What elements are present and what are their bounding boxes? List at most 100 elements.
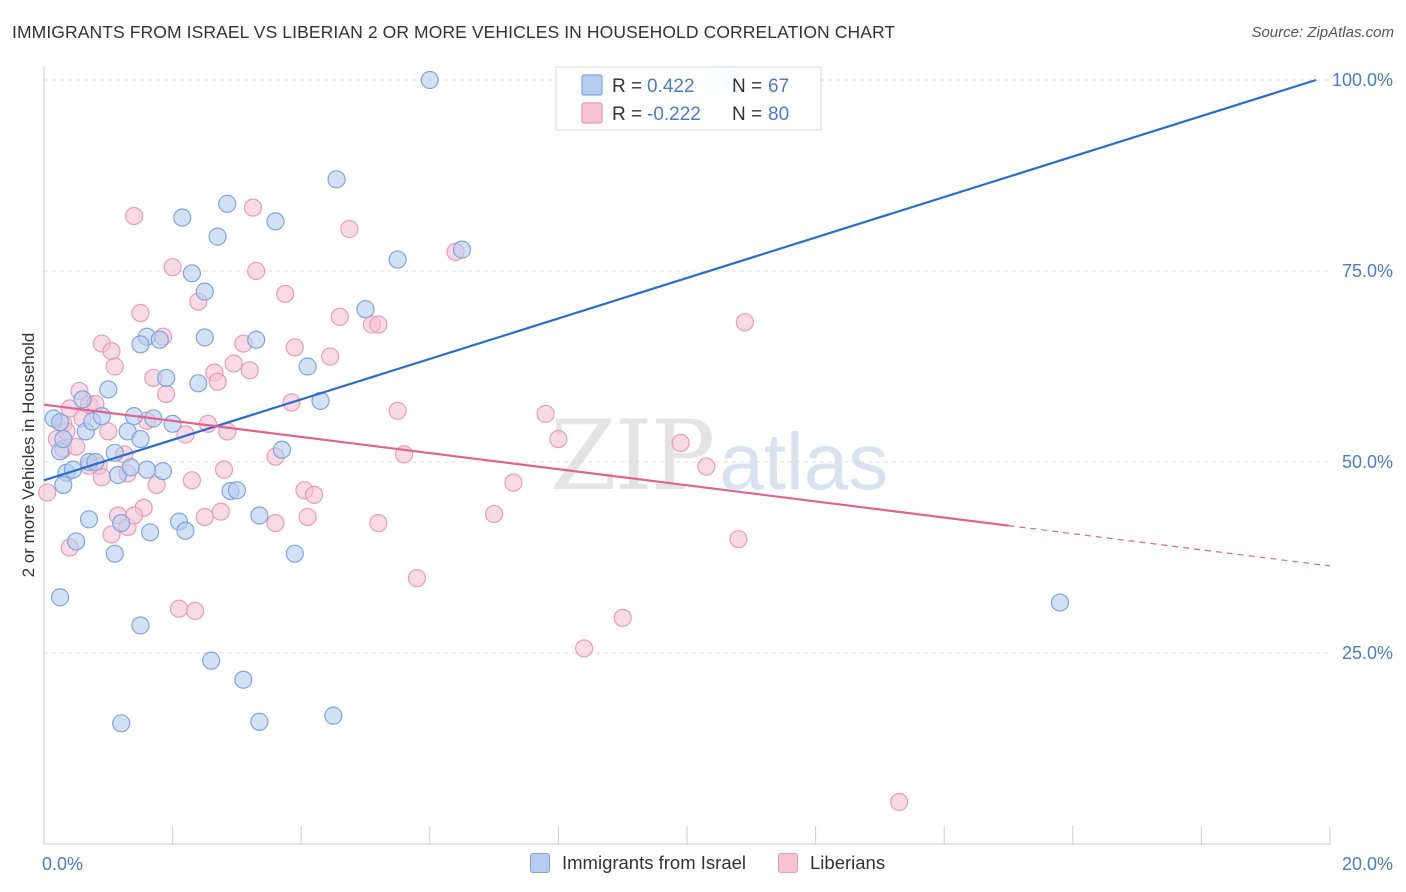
data-point-israel[interactable] — [163, 414, 182, 433]
data-point-israel[interactable] — [73, 390, 92, 409]
data-point-israel[interactable] — [54, 429, 73, 449]
data-point-liberian[interactable] — [214, 460, 234, 479]
stats-n-value: 80 — [768, 104, 789, 125]
y-tick-label: 100.0% — [1332, 70, 1393, 90]
data-point-israel[interactable] — [140, 523, 160, 542]
data-point-liberian[interactable] — [729, 530, 748, 549]
data-point-liberian[interactable] — [369, 315, 388, 334]
data-point-liberian[interactable] — [304, 485, 324, 504]
data-point-israel[interactable] — [247, 330, 266, 349]
source-label: Source: ZipAtlas.com — [1251, 24, 1394, 41]
data-point-israel[interactable] — [50, 588, 70, 607]
data-point-israel[interactable] — [189, 374, 208, 393]
data-point-liberian[interactable] — [276, 284, 295, 304]
data-point-liberian[interactable] — [407, 569, 427, 588]
data-point-israel[interactable] — [327, 170, 346, 189]
data-point-israel[interactable] — [195, 328, 214, 347]
data-point-liberian[interactable] — [38, 483, 57, 502]
data-point-israel[interactable] — [67, 532, 86, 551]
data-point-liberian[interactable] — [99, 422, 118, 441]
data-point-israel[interactable] — [157, 368, 176, 388]
data-point-liberian[interactable] — [321, 347, 340, 366]
x-tick-label: 20.0% — [1342, 854, 1393, 874]
data-point-liberian[interactable] — [340, 219, 359, 239]
data-point-israel[interactable] — [182, 264, 201, 283]
data-point-israel[interactable] — [202, 651, 221, 670]
data-point-israel[interactable] — [150, 330, 169, 349]
data-point-israel[interactable] — [285, 544, 304, 563]
data-point-israel[interactable] — [266, 212, 285, 231]
data-point-israel[interactable] — [420, 70, 439, 90]
data-point-liberian[interactable] — [697, 457, 716, 476]
data-point-israel[interactable] — [272, 440, 292, 459]
data-point-israel[interactable] — [356, 300, 375, 319]
data-point-israel[interactable] — [131, 429, 150, 449]
data-point-liberian[interactable] — [671, 433, 690, 452]
data-point-liberian[interactable] — [208, 372, 227, 391]
data-point-israel[interactable] — [153, 462, 173, 481]
data-point-israel[interactable] — [112, 514, 131, 533]
data-point-liberian[interactable] — [182, 471, 201, 490]
data-point-israel[interactable] — [208, 227, 227, 246]
data-point-israel[interactable] — [234, 670, 253, 689]
data-point-liberian[interactable] — [240, 361, 259, 380]
x-tick-label: 0.0% — [42, 854, 83, 874]
data-point-israel[interactable] — [105, 544, 124, 563]
data-point-israel[interactable] — [54, 475, 73, 495]
data-point-liberian[interactable] — [549, 429, 568, 449]
data-point-liberian[interactable] — [298, 507, 317, 527]
data-point-israel[interactable] — [131, 616, 150, 635]
data-point-liberian[interactable] — [163, 258, 182, 277]
data-point-liberian[interactable] — [575, 639, 594, 658]
data-point-israel[interactable] — [388, 250, 407, 269]
data-point-liberian[interactable] — [105, 357, 124, 376]
data-point-israel[interactable] — [79, 510, 99, 529]
data-point-israel[interactable] — [1050, 593, 1070, 612]
data-point-liberian[interactable] — [124, 206, 144, 226]
data-point-israel[interactable] — [121, 458, 140, 477]
data-point-israel[interactable] — [298, 357, 317, 376]
data-point-israel[interactable] — [176, 521, 195, 540]
data-point-israel[interactable] — [227, 481, 246, 500]
legend-item-liberian[interactable]: Liberians — [778, 852, 885, 874]
data-point-israel[interactable] — [218, 194, 237, 213]
data-point-liberian[interactable] — [285, 338, 304, 357]
data-point-israel[interactable] — [137, 460, 156, 479]
data-point-liberian[interactable] — [211, 502, 230, 521]
data-point-liberian[interactable] — [485, 504, 504, 524]
y-tick-label: 75.0% — [1342, 261, 1393, 281]
data-point-liberian[interactable] — [176, 425, 195, 444]
data-point-liberian[interactable] — [169, 599, 189, 618]
data-point-liberian[interactable] — [243, 198, 263, 217]
data-point-liberian[interactable] — [504, 473, 523, 492]
data-point-liberian[interactable] — [195, 507, 214, 527]
data-point-liberian[interactable] — [247, 261, 266, 281]
legend-swatch-israel — [530, 853, 550, 873]
data-point-liberian[interactable] — [266, 514, 285, 533]
data-point-liberian[interactable] — [157, 384, 176, 404]
data-point-israel[interactable] — [250, 712, 269, 731]
data-point-liberian[interactable] — [131, 303, 150, 323]
y-axis-label: 2 or more Vehicles in Household — [19, 332, 38, 578]
data-point-liberian[interactable] — [536, 404, 555, 423]
data-point-liberian[interactable] — [224, 354, 243, 373]
data-point-israel[interactable] — [173, 208, 192, 227]
data-point-liberian[interactable] — [613, 608, 632, 627]
legend-item-israel[interactable]: Immigrants from Israel — [530, 852, 746, 874]
data-point-liberian[interactable] — [890, 792, 909, 812]
data-point-israel[interactable] — [131, 335, 150, 354]
data-point-liberian[interactable] — [330, 307, 349, 326]
data-point-liberian[interactable] — [369, 514, 388, 533]
data-point-israel[interactable] — [112, 714, 131, 733]
data-point-israel[interactable] — [99, 380, 118, 399]
data-point-israel[interactable] — [250, 506, 269, 525]
data-point-liberian[interactable] — [102, 342, 121, 361]
data-point-israel[interactable] — [50, 413, 70, 432]
data-point-israel[interactable] — [195, 282, 214, 301]
data-point-israel[interactable] — [452, 240, 472, 259]
data-point-liberian[interactable] — [186, 601, 205, 621]
data-point-israel[interactable] — [324, 706, 343, 725]
data-point-liberian[interactable] — [388, 401, 407, 420]
data-point-liberian[interactable] — [735, 313, 754, 332]
